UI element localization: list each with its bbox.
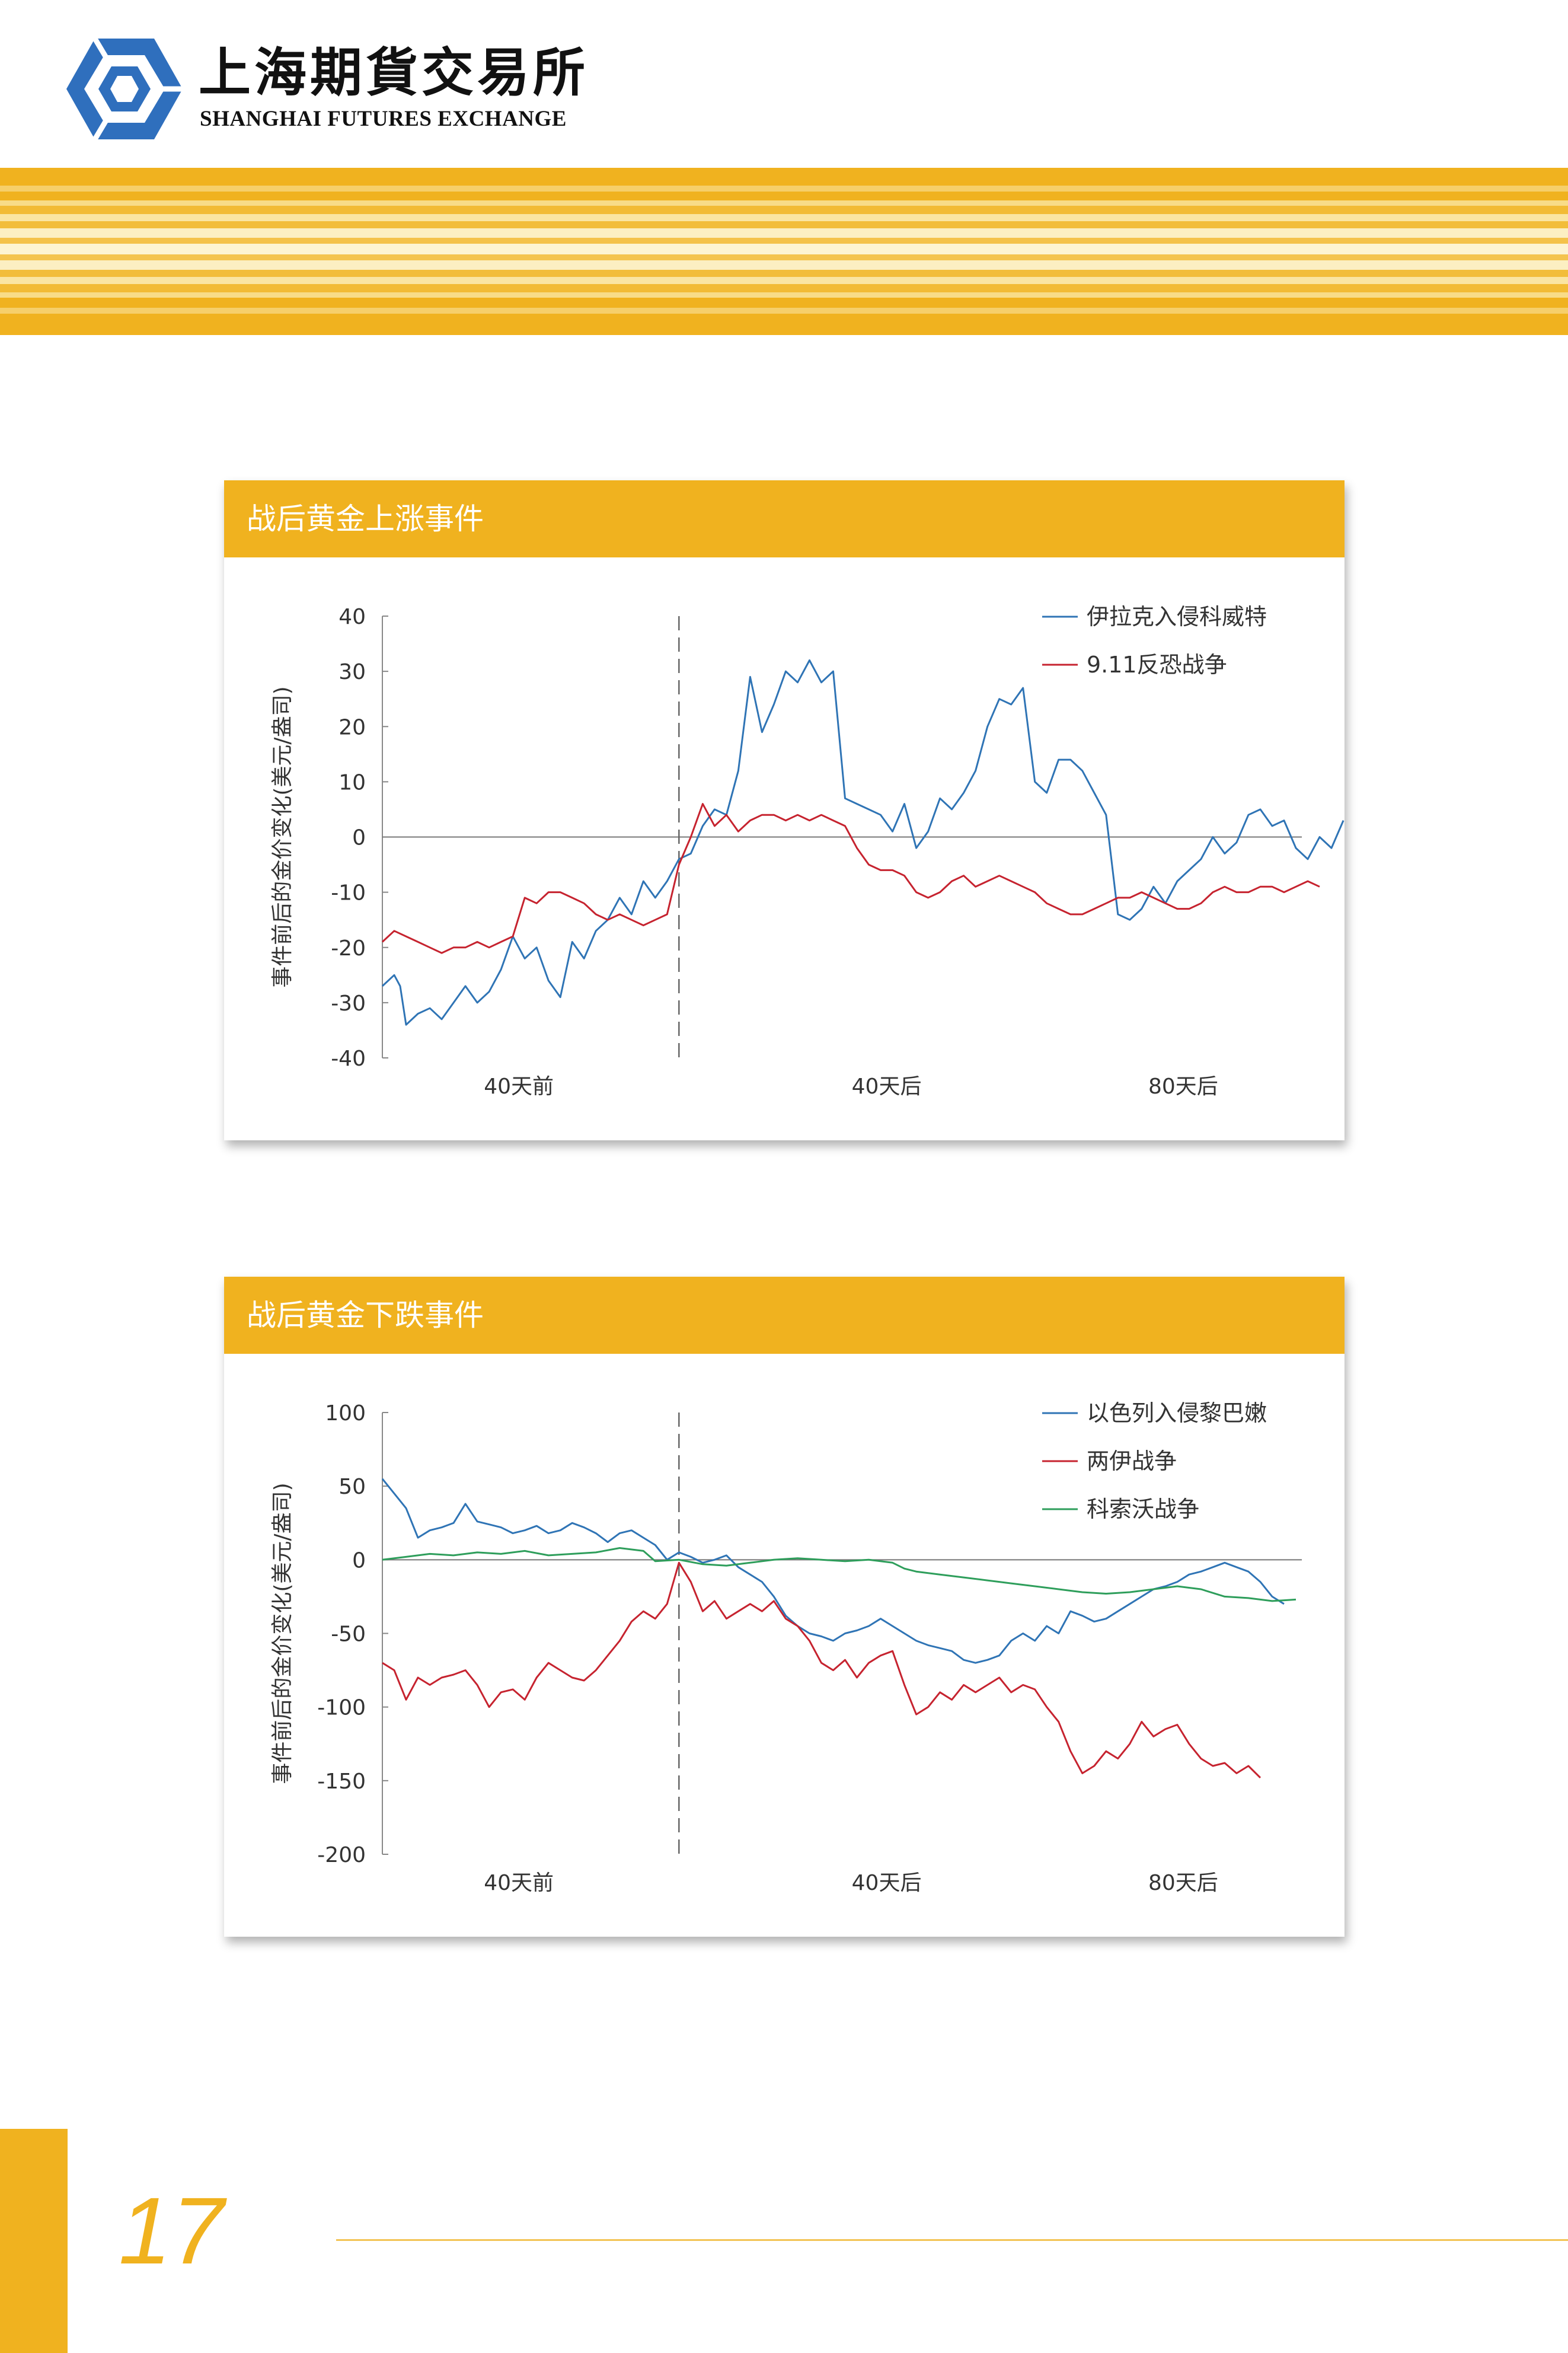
x-tick-label: 80天后: [1148, 1871, 1218, 1895]
legend-label: 科索沃战争: [1087, 1496, 1199, 1522]
y-tick-label: -50: [331, 1622, 366, 1647]
y-axis-label: 事件前后的金价变化(美元/盎司): [270, 1482, 295, 1784]
series-line-3: [382, 1547, 1296, 1602]
series-line-2: [381, 803, 1320, 954]
y-tick-label: -100: [317, 1696, 366, 1720]
x-tick-label: 40天后: [852, 1075, 922, 1099]
page-number: 17: [119, 2177, 224, 2284]
y-tick-label: -30: [331, 991, 366, 1016]
chart-card-fall: 战后黄金下跌事件 100 50 0 -50 -100 -150 -200 40天前 40天后 80…: [224, 1277, 1345, 1937]
org-name-en: SHANGHAI FUTURES EXCHANGE: [200, 107, 567, 131]
y-tick-label: 30: [338, 660, 366, 684]
series-line-1: [381, 659, 1345, 1026]
chart-card-header: 战后黄金下跌事件: [224, 1277, 1345, 1354]
y-tick-label: -20: [331, 936, 366, 961]
x-tick-label: 40天前: [484, 1075, 554, 1099]
y-tick-label: 10: [338, 770, 366, 795]
y-tick-label: -10: [331, 881, 366, 906]
y-tick-label: 40: [338, 605, 366, 629]
series-line-1: [381, 1478, 1285, 1664]
y-axis-label: 事件前后的金价变化(美元/盎司): [270, 686, 295, 987]
y-tick-label: -150: [317, 1769, 366, 1794]
y-tick-label: 20: [338, 715, 366, 739]
legend-label: 9.11反恐战争: [1087, 652, 1227, 678]
y-tick-label: -200: [317, 1843, 366, 1867]
y-tick-label: 100: [325, 1401, 366, 1426]
legend-label: 两伊战争: [1087, 1448, 1177, 1474]
y-tick-label: 0: [352, 1548, 366, 1573]
legend-label: 以色列入侵黎巴嫩: [1087, 1400, 1267, 1426]
series-line-2: [382, 1561, 1262, 1778]
footer-rule: [336, 2239, 1568, 2241]
chart-title: 战后黄金下跌事件: [247, 1298, 484, 1332]
header-banner: [0, 168, 1568, 335]
x-tick-label: 40天后: [852, 1871, 922, 1895]
page-side-bar: [0, 2129, 68, 2353]
org-name-cn: 上海期貨交易所: [199, 42, 589, 103]
x-tick-label: 40天前: [484, 1871, 554, 1895]
y-tick-label: 50: [338, 1475, 366, 1499]
y-tick-label: 0: [352, 826, 366, 850]
chart-card-rise: 战后黄金上涨事件 40 30 20 10 0 -10 -20 -30 -40 40天前 40天后 80…: [224, 480, 1345, 1140]
chart-rise-events: 40 30 20 10 0 -10 -20 -30 -40 40天前 40天后 80天后 事件前后的金价…: [270, 604, 1345, 1099]
y-tick-label: -40: [331, 1047, 366, 1071]
sfe-logo: [66, 37, 183, 141]
chart-title: 战后黄金上涨事件: [247, 502, 484, 536]
x-tick-label: 80天后: [1148, 1075, 1218, 1099]
legend-label: 伊拉克入侵科威特: [1087, 604, 1267, 630]
chart-fall-events: 100 50 0 -50 -100 -150 -200 40天前 40天后 80天后 事件前后的金价…: [270, 1400, 1302, 1895]
chart-card-header: 战后黄金上涨事件: [224, 480, 1345, 557]
